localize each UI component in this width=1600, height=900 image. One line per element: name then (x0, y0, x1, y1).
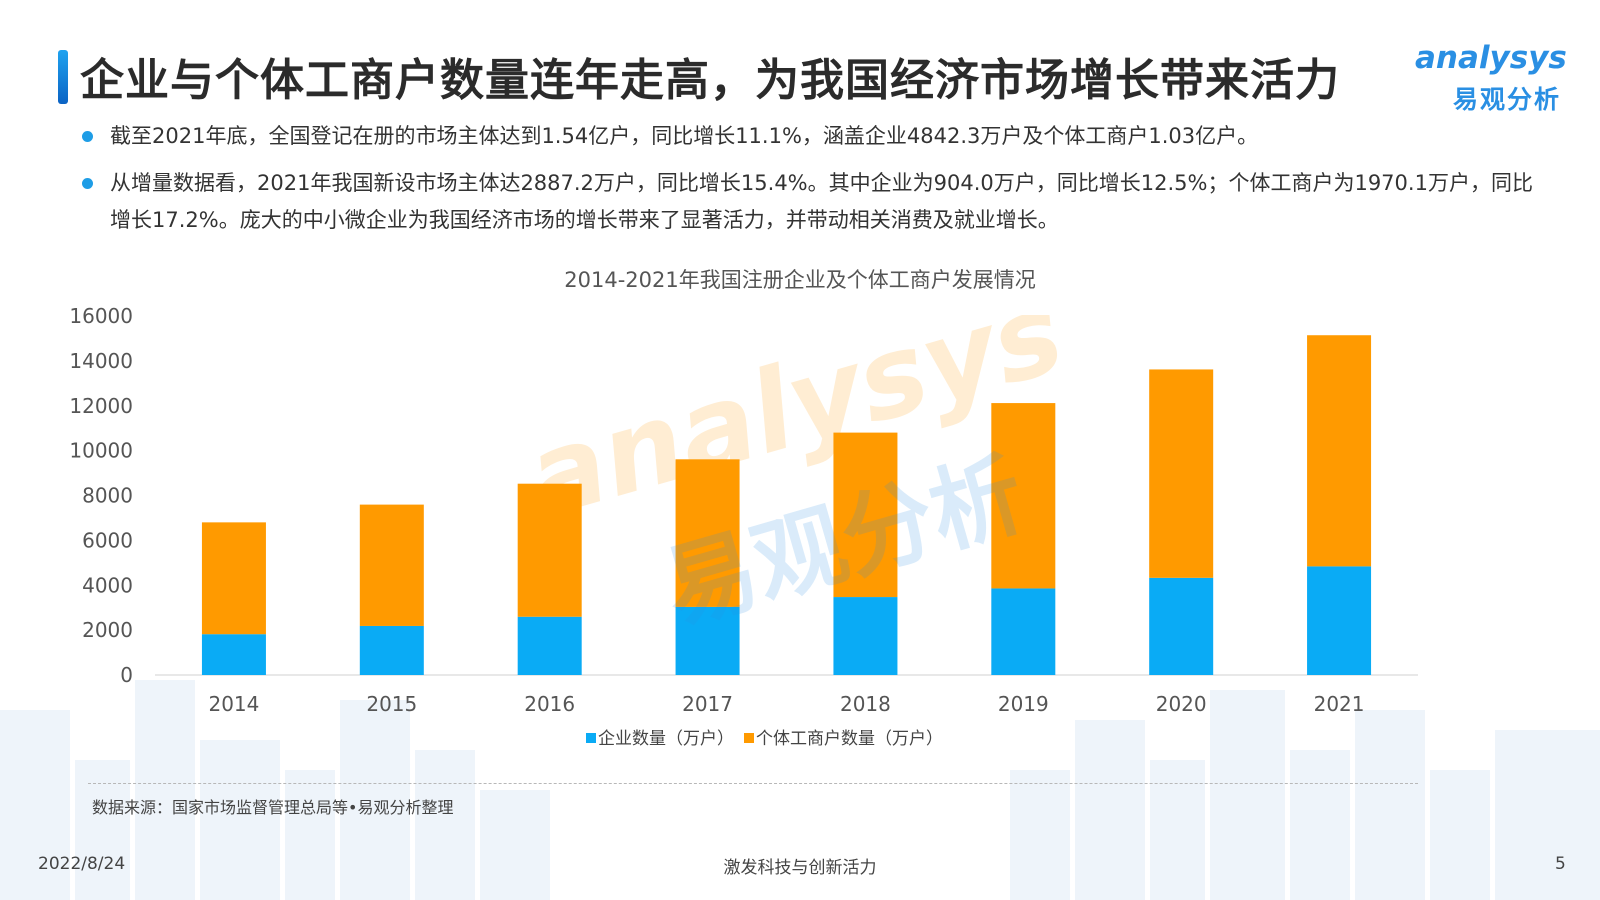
y-tick-label: 2000 (82, 618, 133, 642)
y-tick-label: 10000 (69, 439, 133, 463)
bar-segment (833, 597, 898, 675)
x-tick-label: 2014 (208, 692, 259, 716)
divider-line (88, 783, 1418, 784)
bar-segment (1149, 369, 1214, 578)
analysys-logo: analysys 易观分析 (1415, 40, 1580, 115)
data-source-note: 数据来源：国家市场监督管理总局等•易观分析整理 (92, 798, 454, 817)
bar-segment (1307, 566, 1372, 675)
bar-segment (201, 522, 266, 635)
bar-segment (991, 403, 1056, 589)
footer-slogan: 激发科技与创新活力 (723, 858, 877, 878)
y-tick-label: 4000 (82, 573, 133, 597)
legend-swatch (744, 733, 754, 743)
legend-label: 个体工商户数量（万户） (756, 729, 943, 749)
page-title: 企业与个体工商户数量连年走高，为我国经济市场增长带来活力 (80, 55, 1340, 106)
x-tick-label: 2018 (840, 692, 891, 716)
bar-segment (833, 432, 898, 598)
logo-english: analysys (1415, 40, 1567, 76)
bullet-item: 从增量数据看，2021年我国新设市场主体达2887.2万户，同比增长15.4%。… (78, 165, 1548, 239)
x-tick-label: 2019 (998, 692, 1049, 716)
x-tick-label: 2015 (366, 692, 417, 716)
legend-label: 企业数量（万户） (598, 729, 734, 749)
y-tick-label: 0 (120, 663, 133, 687)
x-tick-label: 2016 (524, 692, 575, 716)
x-tick-label: 2017 (682, 692, 733, 716)
bullet-text: 从增量数据看，2021年我国新设市场主体达2887.2万户，同比增长15.4%。… (110, 171, 1533, 232)
y-tick-label: 8000 (82, 484, 133, 508)
x-tick-label: 2021 (1314, 692, 1365, 716)
logo-chinese: 易观分析 (1453, 85, 1562, 114)
y-tick-label: 12000 (69, 394, 133, 418)
y-tick-label: 14000 (69, 349, 133, 373)
bar-segment (675, 459, 740, 607)
bar-segment (201, 634, 266, 675)
page-number: 5 (1555, 854, 1566, 874)
bar-segment (517, 483, 582, 617)
legend-swatch (586, 733, 596, 743)
bullet-item: 截至2021年底，全国登记在册的市场主体达到1.54亿户，同比增长11.1%，涵… (78, 118, 1548, 155)
bar-segment (1307, 335, 1372, 567)
summary-bullets: 截至2021年底，全国登记在册的市场主体达到1.54亿户，同比增长11.1%，涵… (78, 118, 1548, 249)
bar-segment (359, 504, 424, 626)
y-tick-label: 6000 (82, 528, 133, 552)
bullet-dot-icon (82, 131, 93, 142)
title-accent-bar (58, 50, 68, 104)
bar-segment (359, 625, 424, 675)
bullet-dot-icon (82, 178, 93, 189)
bar-segment (991, 588, 1056, 675)
bar-segment (675, 606, 740, 675)
x-tick-label: 2020 (1156, 692, 1207, 716)
footer-date: 2022/8/24 (38, 854, 126, 874)
bar-segment (1149, 577, 1214, 675)
stacked-bar-chart: 0 2000 4000 6000 8000 10000 12000 14000 16000 201… (69, 304, 1418, 749)
bullet-text: 截至2021年底，全国登记在册的市场主体达到1.54亿户，同比增长11.1%，涵… (110, 124, 1259, 148)
bar-segment (517, 616, 582, 675)
chart-title: 2014-2021年我国注册企业及个体工商户发展情况 (564, 268, 1036, 292)
y-tick-label: 16000 (69, 304, 133, 328)
